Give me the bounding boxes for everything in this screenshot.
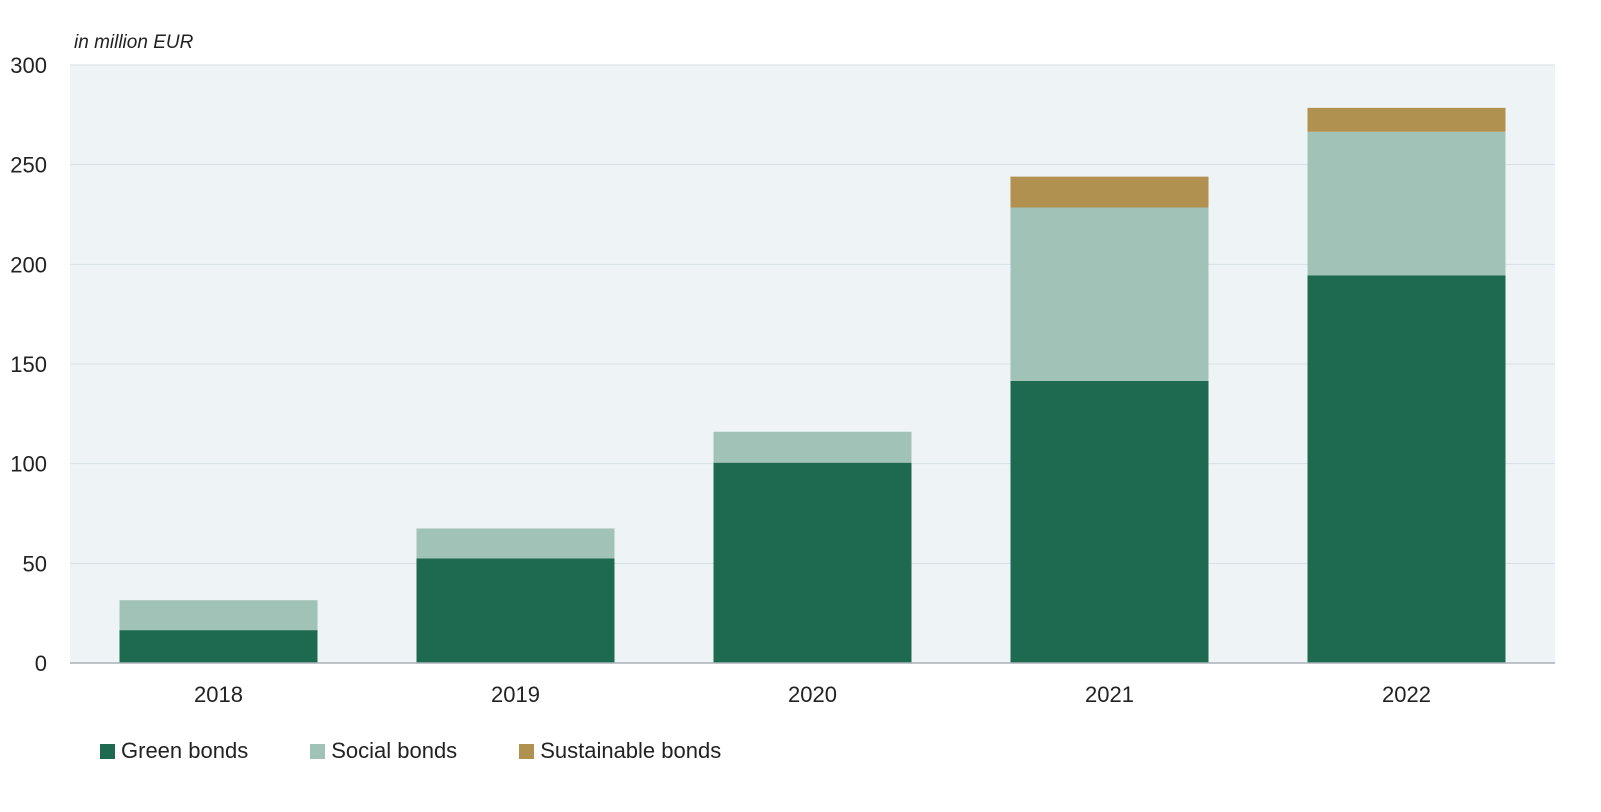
- x-tick-label: 2019: [491, 682, 540, 707]
- bar-social-bonds-2018: [119, 600, 318, 631]
- y-axis-ticks: 0 50 100 150 200 250 300: [10, 53, 47, 676]
- x-tick-label: 2022: [1382, 682, 1431, 707]
- x-tick-label: 2021: [1085, 682, 1134, 707]
- bar-green-bonds-2021: [1010, 380, 1209, 663]
- x-axis-ticks: 2018 2019 2020 2021 2022: [194, 682, 1431, 707]
- y-tick-label: 100: [10, 452, 47, 477]
- x-tick-label: 2018: [194, 682, 243, 707]
- legend-item-sustainable-bonds: Sustainable bonds: [519, 738, 721, 764]
- legend-item-social-bonds: Social bonds: [310, 738, 457, 764]
- bar-green-bonds-2018: [119, 630, 318, 663]
- legend: Green bonds Social bonds Sustainable bonds: [100, 738, 783, 764]
- legend-item-green-bonds: Green bonds: [100, 738, 248, 764]
- y-tick-label: 250: [10, 153, 47, 178]
- y-axis-unit-label: in million EUR: [74, 32, 194, 53]
- bar-green-bonds-2022: [1307, 275, 1506, 663]
- bar-sustainable-bonds-2022: [1307, 107, 1506, 132]
- bars: [119, 107, 1506, 663]
- legend-label: Social bonds: [331, 738, 458, 763]
- bar-social-bonds-2020: [713, 431, 912, 463]
- legend-swatch: [519, 743, 535, 759]
- bar-sustainable-bonds-2021: [1010, 176, 1209, 208]
- legend-swatch: [310, 743, 326, 759]
- x-tick-label: 2020: [788, 682, 837, 707]
- bar-social-bonds-2022: [1307, 131, 1506, 276]
- y-tick-label: 150: [10, 352, 47, 377]
- y-tick-label: 300: [10, 53, 47, 78]
- legend-label: Sustainable bonds: [540, 738, 722, 763]
- y-tick-label: 0: [35, 651, 47, 676]
- bar-green-bonds-2020: [713, 462, 912, 663]
- y-tick-label: 50: [23, 551, 47, 576]
- legend-swatch: [100, 743, 115, 759]
- legend-label: Green bonds: [121, 738, 249, 763]
- bar-green-bonds-2019: [416, 558, 615, 663]
- y-tick-label: 200: [10, 252, 47, 277]
- bar-social-bonds-2019: [416, 528, 615, 559]
- bar-social-bonds-2021: [1010, 207, 1209, 381]
